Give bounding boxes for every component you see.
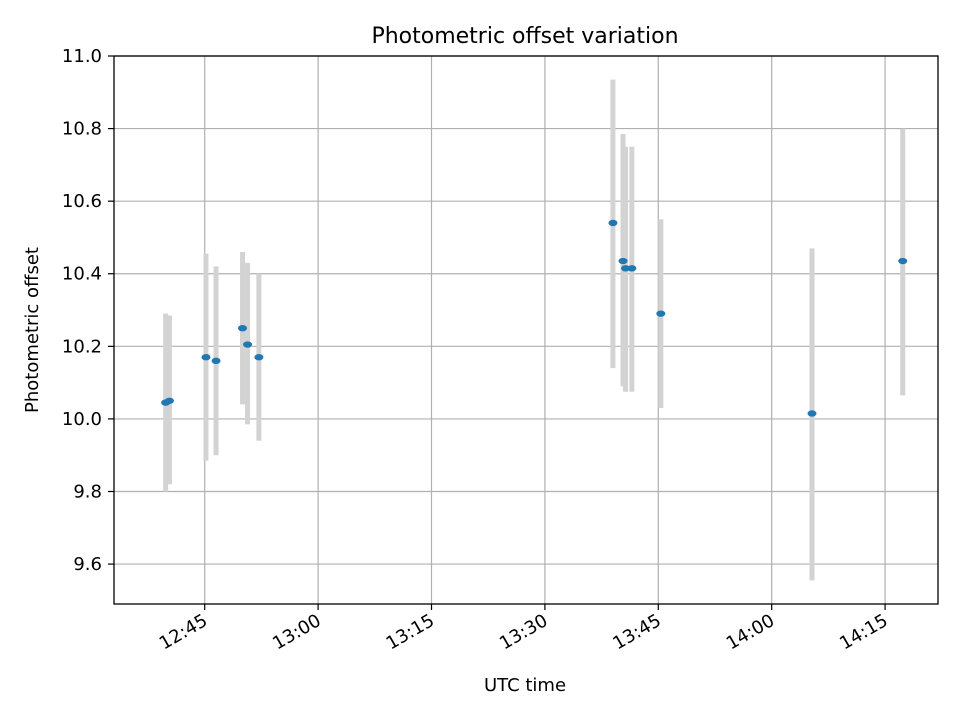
y-tick-label: 9.6 [73, 554, 102, 575]
data-point [201, 354, 211, 361]
chart-title: Photometric offset variation [371, 24, 678, 49]
y-tick-label: 10.2 [62, 336, 102, 357]
data-point [621, 265, 631, 272]
data-point [898, 257, 908, 265]
data-point [211, 357, 221, 365]
data-point [164, 397, 174, 404]
y-axis-label: Photometric offset [22, 247, 43, 413]
y-tick-label: 10.6 [62, 191, 102, 212]
y-tick-label: 11.0 [62, 46, 102, 67]
y-tick-label: 9.8 [73, 481, 102, 502]
data-point [656, 310, 666, 317]
data-points [161, 219, 908, 417]
data-point [254, 354, 264, 361]
y-tick-label: 10.8 [62, 119, 102, 140]
data-point [238, 324, 248, 332]
y-tick-label: 10.0 [62, 409, 102, 430]
data-point [627, 265, 637, 272]
grid-lines [114, 55, 938, 604]
data-point [243, 341, 253, 348]
y-axis-ticks: 9.6 9.8 10.0 10.2 10.4 10.6 10.8 11.0 [62, 46, 114, 575]
data-point [608, 219, 618, 227]
x-axis-label: UTC time [484, 675, 566, 696]
data-point [807, 410, 817, 417]
plot-frame [113, 55, 939, 605]
data-point [618, 257, 628, 265]
y-tick-label: 10.4 [62, 264, 102, 285]
